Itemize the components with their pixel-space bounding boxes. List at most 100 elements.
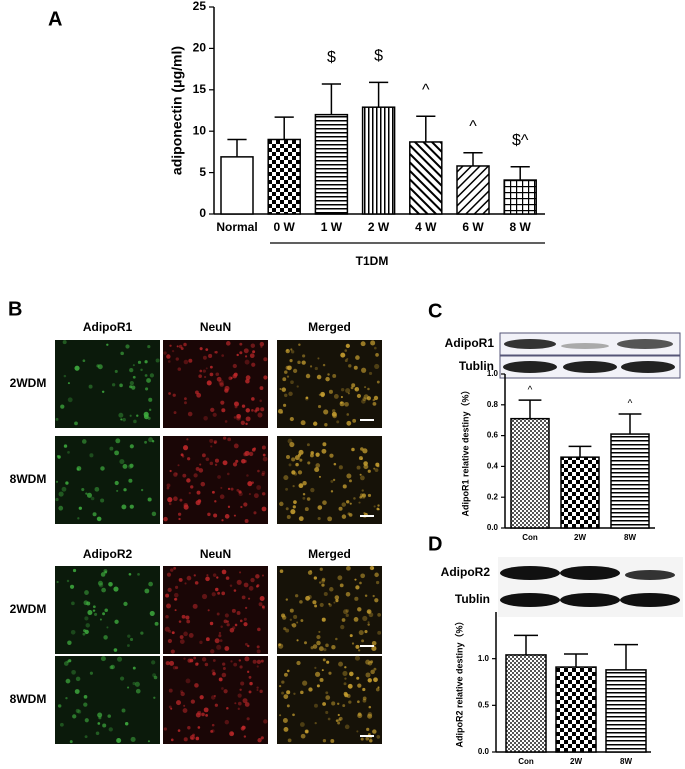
cell	[96, 516, 102, 522]
cell	[116, 489, 119, 492]
cell	[337, 718, 341, 722]
x-tick-label: 2W	[574, 533, 586, 542]
cell	[337, 702, 340, 706]
cell	[144, 374, 148, 377]
column-header: Merged	[308, 320, 351, 334]
bar	[605, 669, 647, 753]
cell	[244, 702, 250, 707]
cell	[338, 716, 343, 721]
cell	[327, 373, 330, 376]
row-label: 2WDM	[10, 602, 47, 616]
cell	[296, 639, 299, 642]
cell	[233, 372, 238, 377]
panel-label: A	[48, 8, 62, 30]
cell	[226, 706, 229, 710]
y-tick-label: 1.0	[478, 654, 490, 663]
cell	[100, 498, 105, 503]
cell	[89, 671, 93, 675]
cell	[187, 658, 192, 663]
cell	[316, 640, 321, 646]
cell	[322, 739, 327, 743]
cell	[154, 621, 159, 626]
cell	[186, 619, 191, 624]
cell	[243, 348, 249, 354]
cell	[338, 661, 344, 667]
cell	[245, 375, 251, 381]
cell	[248, 451, 254, 457]
cell	[184, 401, 187, 405]
cell	[305, 595, 311, 601]
cell	[376, 380, 380, 384]
cell	[302, 481, 307, 486]
cell	[180, 690, 184, 694]
cell	[77, 709, 82, 714]
cell	[66, 579, 70, 583]
cell	[372, 401, 377, 406]
cell	[74, 365, 80, 371]
cell	[349, 479, 352, 483]
cell	[260, 659, 264, 663]
cell	[224, 719, 230, 725]
cell	[183, 502, 188, 508]
cell	[286, 690, 291, 695]
cell	[229, 627, 235, 633]
cell	[377, 630, 382, 635]
cell	[263, 375, 268, 380]
cell	[261, 445, 266, 450]
panel-label: D	[428, 533, 442, 555]
cell	[77, 517, 80, 520]
cell	[286, 375, 290, 378]
cell	[298, 343, 301, 346]
cell	[55, 480, 59, 483]
cell	[122, 464, 128, 469]
cell	[369, 739, 373, 743]
cell	[291, 623, 297, 628]
cell	[201, 453, 206, 458]
cell	[277, 408, 283, 414]
cell	[345, 591, 351, 597]
cell	[163, 351, 167, 355]
cell	[244, 642, 248, 646]
cell	[261, 605, 265, 609]
micrograph-bg	[163, 656, 268, 744]
cell	[314, 467, 320, 473]
x-tick-label: Con	[522, 533, 538, 542]
cell	[290, 380, 294, 385]
cell	[257, 469, 260, 473]
cell	[151, 660, 156, 665]
cell	[278, 685, 282, 688]
cell	[170, 738, 174, 742]
cell	[260, 345, 263, 348]
micrograph	[163, 436, 268, 524]
micrograph	[277, 436, 382, 524]
cell	[351, 447, 355, 452]
cell	[205, 348, 209, 352]
column-header: NeuN	[200, 320, 231, 334]
cell	[318, 646, 324, 652]
micrograph	[55, 340, 160, 428]
cell	[251, 481, 254, 484]
cell	[298, 516, 304, 522]
x-tick-label: 6 W	[462, 220, 484, 234]
cell	[316, 684, 320, 688]
cell	[372, 398, 376, 402]
cell	[196, 490, 201, 495]
cell	[56, 580, 59, 584]
micrograph	[277, 340, 382, 428]
cell	[243, 502, 248, 507]
cell	[233, 589, 237, 592]
cell	[239, 688, 242, 692]
cell	[166, 354, 171, 359]
x-tick-label: 8 W	[510, 220, 532, 234]
cell	[330, 490, 334, 493]
cell	[329, 587, 334, 592]
cell	[345, 343, 350, 348]
cell	[314, 703, 318, 708]
cell	[212, 659, 216, 662]
micrograph	[163, 566, 268, 654]
cell	[170, 707, 173, 710]
cell	[300, 733, 306, 739]
cell	[262, 456, 268, 462]
cell	[187, 726, 191, 730]
bar	[267, 138, 301, 215]
